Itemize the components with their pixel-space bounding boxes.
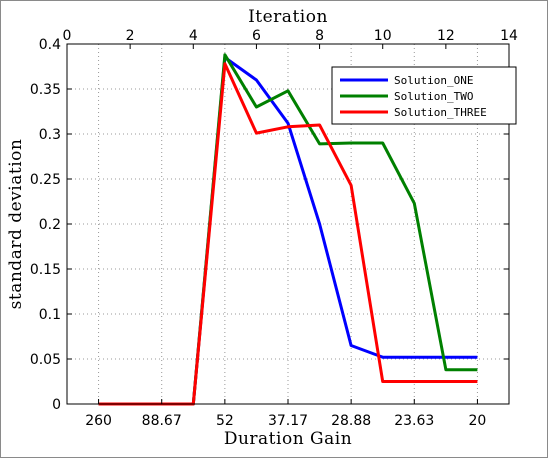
top-x-axis-title: Iteration: [248, 7, 328, 27]
y-tick-label: 0.4: [39, 37, 61, 53]
y-tick-label: 0.1: [39, 307, 61, 323]
x-tick-label-bottom: 28.88: [331, 413, 371, 429]
y-tick-label: 0.2: [39, 217, 61, 233]
y-tick-label: 0.3: [39, 127, 61, 143]
x-tick-label-top: 8: [315, 28, 324, 44]
legend-label: Solution_ONE: [394, 74, 473, 87]
x-tick-label-top: 4: [189, 28, 198, 44]
x-tick-label-bottom: 20: [469, 413, 487, 429]
tick-labels: 260 88.67 52 37.17 28.88 23.63 200 2 4 6 8 10 12 1400…: [30, 28, 518, 429]
y-axis-title: standard deviation: [6, 139, 26, 310]
x-tick-label-top: 6: [252, 28, 261, 44]
x-tick-label-bottom: 37.17: [268, 413, 308, 429]
x-tick-label-bottom: 88.67: [142, 413, 182, 429]
legend-label: Solution_THREE: [394, 106, 487, 119]
x-tick-label-top: 14: [500, 28, 518, 44]
x-tick-label-top: 0: [63, 28, 72, 44]
legend-label: Solution_TWO: [394, 90, 473, 103]
x-tick-label-top: 10: [374, 28, 392, 44]
x-tick-label-bottom: 260: [85, 413, 112, 429]
x-tick-label-top: 12: [437, 28, 455, 44]
x-tick-label-bottom: 23.63: [394, 413, 434, 429]
legend: Solution_ONE Solution_TWO Solution_THREE: [331, 66, 517, 125]
y-tick-label: 0.25: [30, 172, 61, 188]
y-tick-label: 0.15: [30, 262, 61, 278]
x-tick-label-bottom: 52: [216, 413, 234, 429]
x-tick-label-top: 2: [126, 28, 135, 44]
bottom-x-axis-title: Duration Gain: [224, 429, 352, 449]
y-tick-label: 0.35: [30, 82, 61, 98]
y-tick-label: 0: [52, 397, 61, 413]
y-tick-label: 0.05: [30, 352, 61, 368]
